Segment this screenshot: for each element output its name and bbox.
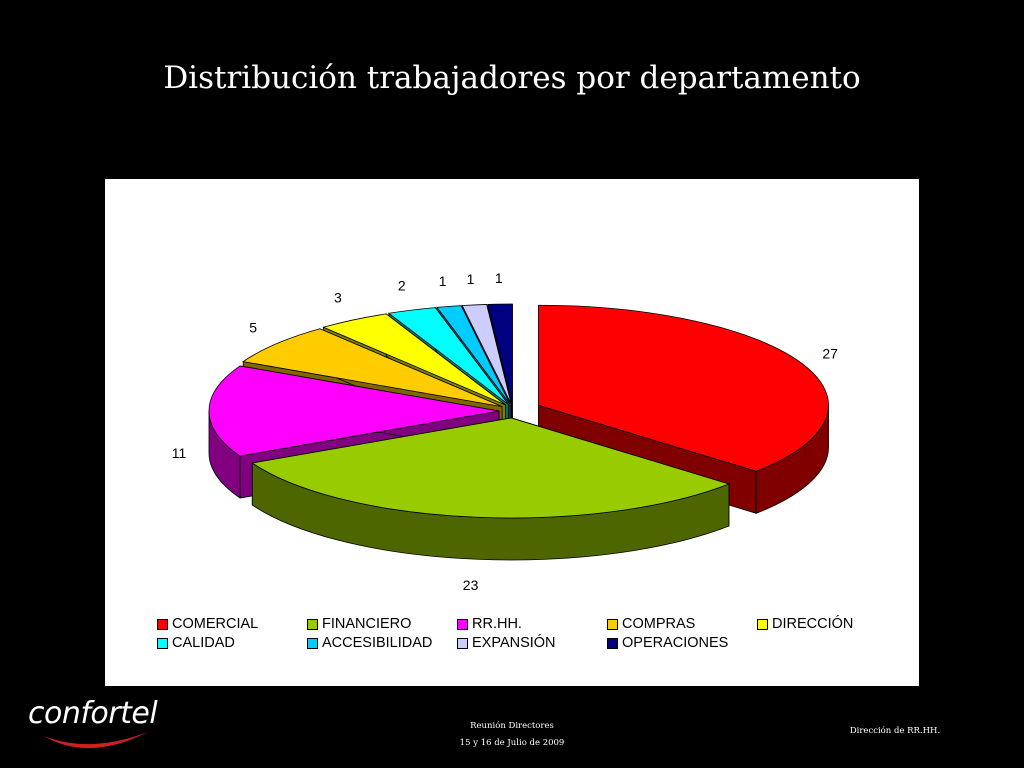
legend-label: FINANCIERO	[322, 616, 412, 632]
pie-slice-8	[487, 303, 513, 405]
data-label-4: 3	[334, 290, 342, 306]
data-label-2: 11	[172, 445, 187, 461]
logo-text: confortel	[28, 696, 158, 731]
footer-meeting: Reunión Directores	[470, 721, 554, 731]
legend-label: DIRECCIÓN	[772, 616, 854, 632]
data-label-1: 23	[463, 577, 479, 593]
pie-slice-3	[242, 328, 503, 407]
legend-item: DIRECCIÓN	[757, 615, 907, 633]
data-label-7: 1	[467, 271, 475, 287]
footer-meeting-info: Reunión Directores 15 y 16 de Julio de 2…	[412, 718, 612, 752]
legend-label: EXPANSIÓN	[472, 635, 556, 651]
legend-label: COMPRAS	[622, 616, 696, 632]
legend-swatch	[457, 637, 468, 649]
legend-swatch	[607, 637, 618, 649]
legend-label: RR.HH.	[472, 616, 522, 632]
legend-swatch	[157, 618, 168, 630]
legend-item: CALIDAD	[157, 634, 307, 652]
legend-swatch	[307, 637, 318, 649]
legend-label: OPERACIONES	[622, 635, 729, 651]
pie-slice-2	[208, 365, 500, 457]
legend-item: ACCESIBILIDAD	[307, 634, 457, 652]
pie-slice-0	[538, 304, 829, 472]
chart-panel: 27 23 11 5 3 2 1 1 1 COMERCIAL FINANCIERO RR.HH. CO…	[105, 179, 919, 686]
legend-swatch	[607, 618, 618, 630]
data-label-0: 27	[822, 345, 838, 361]
legend-label: CALIDAD	[172, 635, 235, 651]
legend-label: ACCESIBILIDAD	[322, 635, 433, 651]
legend-item: RR.HH.	[457, 615, 607, 633]
legend-item: FINANCIERO	[307, 615, 457, 633]
pie-slice-5	[387, 307, 509, 405]
data-label-8: 1	[495, 270, 503, 286]
pie-slice-1	[251, 417, 731, 519]
pie-slice-7	[461, 304, 512, 405]
legend-item: EXPANSIÓN	[457, 634, 607, 652]
legend-swatch	[157, 637, 168, 649]
slide-title: Distribución trabajadores por departamen…	[163, 60, 861, 96]
data-label-3: 5	[249, 319, 257, 335]
legend-swatch	[307, 618, 318, 630]
logo-swoosh-icon	[44, 732, 148, 749]
pie-slice-6	[436, 305, 511, 405]
data-label-5: 2	[398, 278, 406, 294]
chart-legend: COMERCIAL FINANCIERO RR.HH. COMPRAS DIRECCIÓ…	[157, 615, 907, 652]
footer-date: 15 y 16 de Julio de 2009	[459, 738, 565, 748]
legend-swatch	[757, 618, 768, 630]
legend-item: COMPRAS	[607, 615, 757, 633]
legend-item: COMERCIAL	[157, 615, 307, 633]
data-label-6: 1	[439, 273, 447, 289]
legend-item: OPERACIONES	[607, 634, 757, 652]
pie-slice-4	[322, 313, 506, 406]
confortel-logo: confortel	[28, 692, 168, 756]
footer-department: Dirección de RR.HH.	[849, 726, 941, 736]
legend-label: COMERCIAL	[172, 616, 259, 632]
legend-swatch	[457, 618, 468, 630]
